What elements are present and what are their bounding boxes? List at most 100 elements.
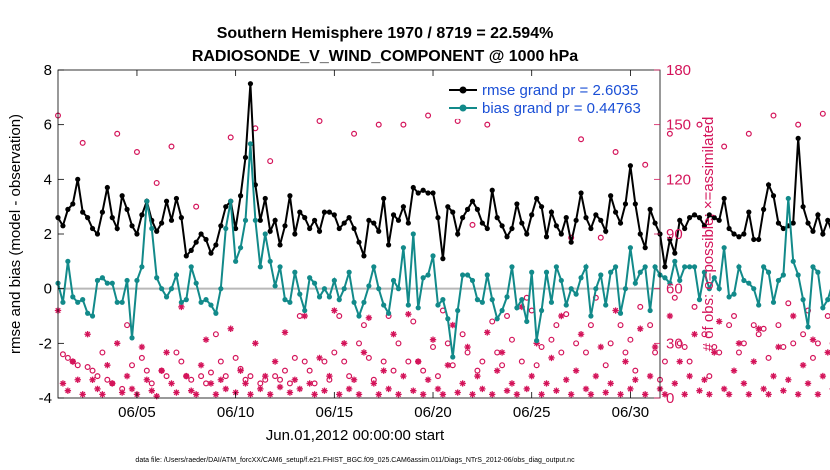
left-y-tick-label: -4 bbox=[39, 390, 52, 407]
assimilated-point bbox=[94, 385, 101, 393]
assimilated-point bbox=[558, 312, 565, 320]
bias-point bbox=[479, 299, 485, 305]
x-tick-label: 06/25 bbox=[513, 404, 551, 421]
assimilated-point bbox=[641, 391, 649, 398]
bias-point bbox=[292, 269, 298, 275]
legend-box bbox=[445, 77, 657, 119]
bias-point bbox=[558, 277, 564, 284]
bias-point bbox=[612, 264, 619, 270]
possible-point bbox=[405, 358, 412, 365]
possible-point bbox=[691, 303, 698, 310]
assimilated-point bbox=[799, 362, 807, 369]
bias-point bbox=[173, 272, 180, 278]
bias-point bbox=[474, 297, 481, 303]
rmse-point bbox=[563, 215, 569, 221]
assimilated-point bbox=[503, 387, 511, 394]
bias-point bbox=[257, 264, 263, 270]
left-y-tick-label: 4 bbox=[44, 171, 52, 188]
bias-point bbox=[751, 286, 757, 292]
bias-point bbox=[89, 313, 96, 319]
bias-point bbox=[351, 299, 357, 305]
rmse-point bbox=[543, 234, 550, 240]
rmse-point bbox=[425, 190, 431, 196]
bias-point bbox=[208, 302, 214, 308]
x-tick-label: 06/05 bbox=[118, 404, 156, 421]
possible-point bbox=[138, 354, 145, 361]
possible-point bbox=[701, 331, 708, 338]
rmse-point bbox=[701, 223, 708, 229]
rmse-point bbox=[311, 217, 318, 223]
rmse-point bbox=[548, 209, 555, 215]
rmse-point bbox=[608, 193, 614, 199]
assimilated-point bbox=[415, 358, 422, 365]
assimilated-point bbox=[666, 312, 674, 320]
rmse-point bbox=[583, 215, 589, 221]
assimilated-point bbox=[617, 391, 624, 398]
bias-point bbox=[583, 264, 589, 270]
rmse-point bbox=[109, 215, 115, 221]
rmse-point bbox=[642, 245, 648, 251]
possible-point bbox=[780, 343, 787, 350]
assimilated-point bbox=[745, 391, 753, 398]
possible-point bbox=[809, 354, 816, 361]
rmse-point bbox=[124, 206, 130, 212]
bias-point bbox=[346, 269, 352, 275]
assimilated-point bbox=[474, 372, 481, 380]
assimilated-point bbox=[612, 307, 619, 314]
assimilated-point bbox=[178, 303, 185, 311]
assimilated-point bbox=[109, 380, 116, 387]
bias-point bbox=[815, 269, 821, 275]
bias-point bbox=[642, 264, 648, 270]
assimilated-point bbox=[385, 385, 392, 393]
rmse-point bbox=[770, 193, 777, 199]
assimilated-point bbox=[533, 340, 540, 347]
assimilated-point bbox=[410, 387, 417, 394]
bias-point bbox=[371, 264, 377, 270]
bias-point bbox=[795, 272, 801, 278]
assimilated-point bbox=[706, 391, 713, 398]
bias-point bbox=[790, 258, 796, 264]
rmse-point bbox=[746, 209, 752, 215]
assimilated-point bbox=[814, 391, 822, 398]
rmse-point bbox=[711, 215, 717, 221]
assimilated-point bbox=[227, 325, 234, 332]
rmse-point bbox=[464, 206, 471, 212]
left-y-tick-label: 2 bbox=[44, 226, 52, 243]
rmse-point bbox=[617, 220, 624, 226]
rmse-point bbox=[119, 193, 125, 199]
assimilated-point bbox=[607, 380, 614, 387]
possible-point bbox=[301, 358, 308, 365]
assimilated-point bbox=[429, 336, 437, 343]
possible-point bbox=[395, 340, 402, 347]
possible-point bbox=[212, 331, 219, 338]
rmse-point bbox=[188, 247, 194, 253]
bias-point bbox=[435, 302, 441, 308]
bias-point bbox=[617, 310, 624, 316]
possible-point bbox=[607, 340, 614, 347]
bias-point bbox=[509, 264, 515, 270]
possible-point bbox=[775, 322, 782, 329]
assimilated-point bbox=[262, 372, 269, 380]
assimilated-point bbox=[252, 340, 259, 347]
possible-point bbox=[430, 343, 437, 350]
assimilated-point bbox=[345, 385, 353, 393]
possible-point bbox=[716, 349, 723, 356]
rmse-point bbox=[682, 225, 688, 232]
rmse-point bbox=[716, 217, 722, 223]
bias-point bbox=[119, 299, 125, 305]
bias-point bbox=[154, 275, 160, 281]
bias-point bbox=[124, 277, 130, 284]
right-y-axis-label: # of obs: o=possible; ×=assimilated bbox=[700, 117, 717, 352]
bias-point bbox=[637, 269, 643, 275]
right-y-tick-label: 60 bbox=[666, 281, 683, 298]
rmse-point bbox=[761, 206, 767, 212]
bias-point bbox=[741, 277, 747, 284]
bias-point bbox=[588, 313, 594, 319]
bias-point bbox=[316, 294, 323, 300]
bias-point bbox=[770, 299, 777, 305]
rmse-point bbox=[430, 190, 436, 196]
rmse-point bbox=[736, 234, 742, 240]
assimilated-point bbox=[79, 391, 86, 398]
possible-point bbox=[232, 354, 239, 361]
possible-point bbox=[553, 322, 560, 329]
